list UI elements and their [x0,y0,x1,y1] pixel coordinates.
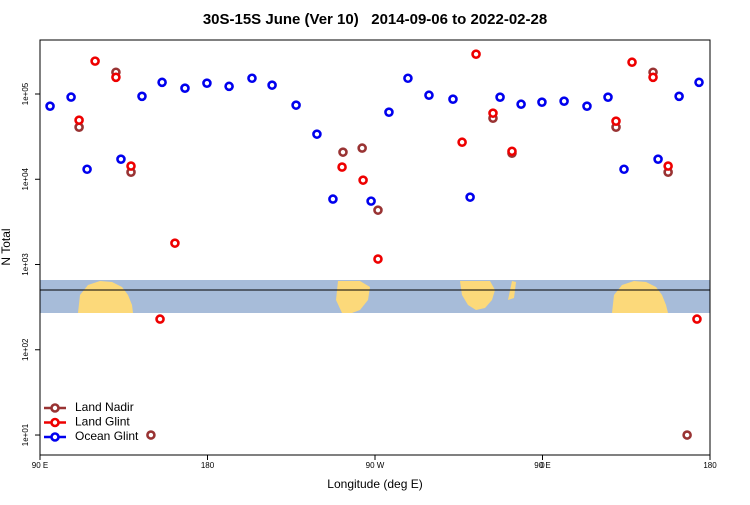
x-axis-label: Longitude (deg E) [327,477,422,491]
land [612,281,668,313]
point [559,96,569,106]
point [611,116,621,126]
point [157,77,167,88]
point [516,99,526,110]
legend-label: Land Glint [75,415,130,429]
point [155,314,165,324]
point [495,92,505,102]
x-tick-label: 180 [201,461,215,470]
x-tick-label: 0 [540,461,545,470]
point [90,56,100,66]
ocean [40,280,710,313]
x-tick-label: 90 E [534,461,550,470]
point [170,238,180,248]
point [366,196,376,206]
point [627,57,637,68]
point [126,161,136,171]
y-tick-label: 1e+04 [21,167,30,190]
point [403,73,413,84]
x-tick-label: 180 [703,461,717,470]
point [74,115,84,125]
point [146,430,156,440]
point [537,97,547,107]
x-tick-label: 90 W [366,461,385,470]
point [471,49,481,60]
point [358,175,368,185]
legend-label: Ocean Glint [75,429,139,443]
point [338,147,348,157]
x-tick-label: 90 E [32,461,48,470]
point [111,72,121,83]
legend-label: Land Nadir [75,400,134,414]
point [247,73,257,84]
y-axis-label: N Total [0,228,13,265]
point [582,101,592,111]
point [312,129,322,139]
legend-marker [50,432,60,442]
y-tick-label: 1e+02 [21,338,30,361]
point [337,162,347,172]
point [603,92,613,102]
point [267,80,277,90]
land [460,281,495,310]
point [45,101,55,111]
point [674,91,684,102]
point [328,194,338,204]
point [507,146,517,157]
point [357,143,367,153]
point [694,77,704,88]
point [424,90,434,101]
point [373,205,383,215]
point [653,154,663,164]
point [682,430,692,440]
y-tick-label: 1e+05 [21,82,30,105]
point [465,192,475,202]
point [224,81,234,92]
point [448,94,458,105]
point [648,72,658,83]
point [66,92,76,102]
point [663,161,673,171]
chart-title: 30S-15S June (Ver 10) 2014-09-06 to 2022… [203,11,547,28]
point [291,100,301,110]
land [78,281,133,313]
legend-marker [50,403,60,413]
land [336,281,370,313]
point [373,254,383,264]
point [202,78,212,88]
point [137,91,147,102]
point [692,314,702,324]
map-strip [40,280,710,313]
point [619,164,629,175]
point [180,83,190,93]
point [488,108,498,118]
legend-marker [50,417,60,428]
point [82,164,92,175]
y-tick-label: 1e+03 [21,253,30,276]
point [116,154,126,164]
point [384,107,394,117]
y-tick-label: 1e+01 [21,423,30,446]
point [457,137,467,148]
